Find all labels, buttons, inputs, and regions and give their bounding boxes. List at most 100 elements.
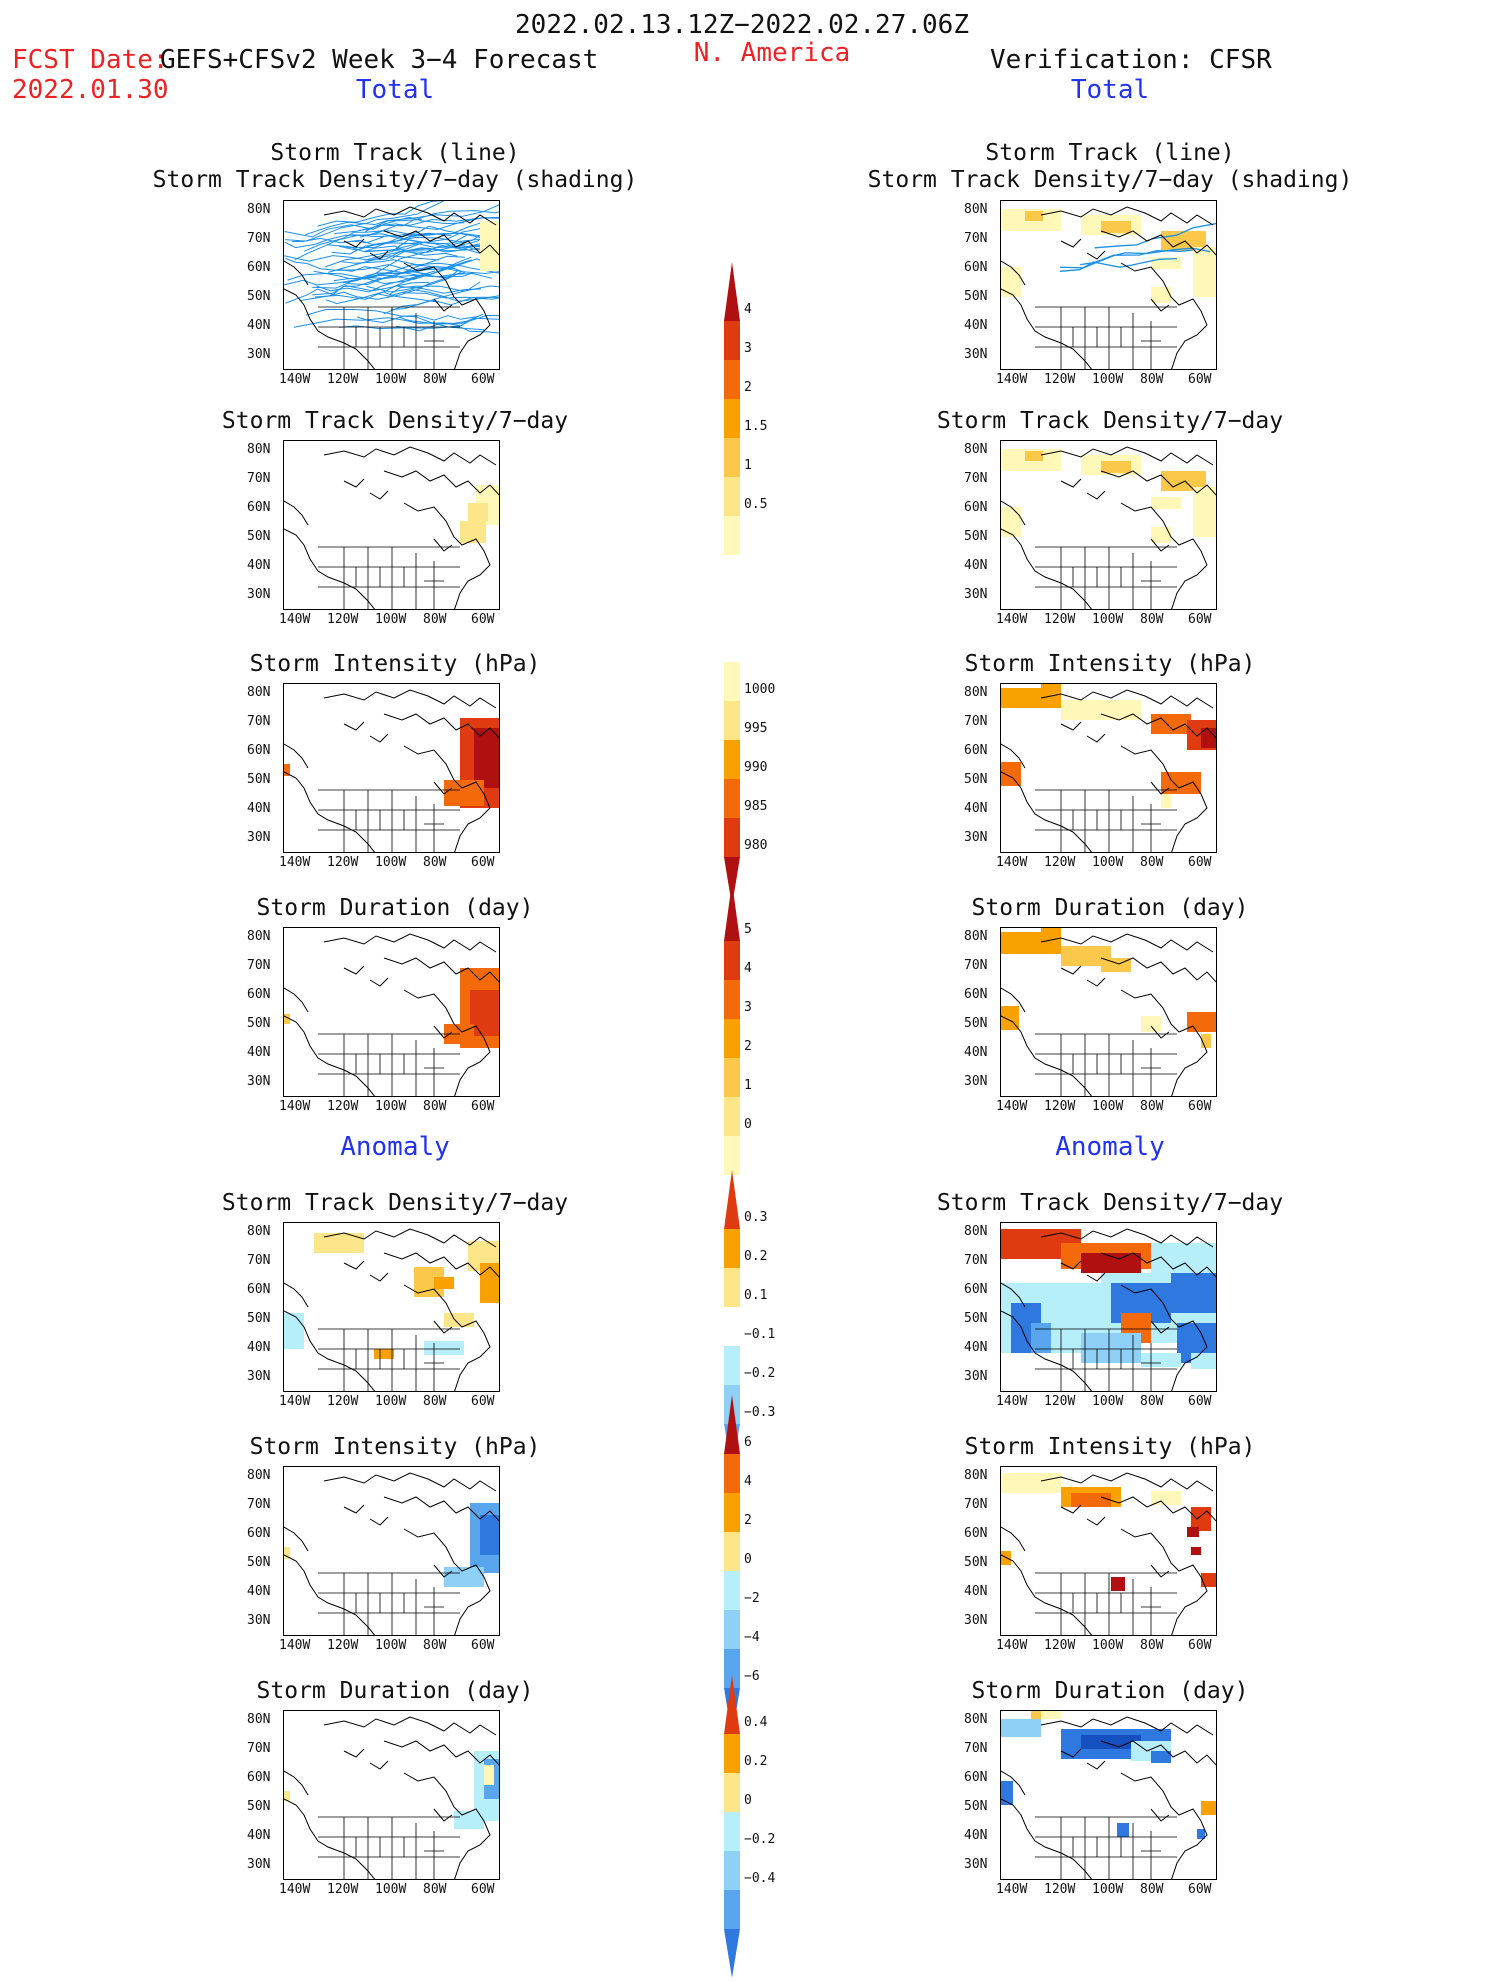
lon-tick-label: 120W (327, 1638, 359, 1653)
map-panel (283, 1222, 500, 1392)
storm-track-line (285, 201, 445, 242)
lon-tick-label: 100W (375, 1638, 407, 1653)
lat-tick-label: 80N (964, 1224, 988, 1239)
lat-tick-label: 40N (964, 318, 988, 333)
lon-tick-label: 120W (327, 1394, 359, 1409)
lon-tick-label: 60W (471, 1394, 495, 1409)
lon-tick-label: 140W (996, 612, 1028, 627)
colorbar-label: −0.4 (744, 1871, 776, 1886)
lat-tick-label: 30N (247, 1369, 271, 1384)
lat-tick-label: 40N (247, 1340, 271, 1355)
colorbar-label: 0.5 (744, 497, 768, 512)
lat-tick-label: 70N (247, 1253, 271, 1268)
map-panel (283, 1710, 500, 1880)
lon-tick-label: 80W (423, 1394, 447, 1409)
lat-tick-label: 80N (247, 442, 271, 457)
lon-tick-label: 140W (996, 1394, 1028, 1409)
lon-tick-label: 100W (375, 1882, 407, 1897)
lat-tick-label: 50N (247, 1311, 271, 1326)
lat-tick-label: 40N (964, 1828, 988, 1843)
storm-track-line (364, 210, 499, 232)
state-borders (1035, 1572, 1177, 1635)
lon-tick-label: 80W (1140, 855, 1164, 870)
lon-tick-label: 100W (375, 1394, 407, 1409)
lon-tick-label: 60W (1188, 1394, 1212, 1409)
colorbar-swatch (724, 1571, 740, 1610)
colorbar-swatch (724, 980, 740, 1019)
storm-track-line (399, 314, 499, 325)
storm-track-line (375, 239, 499, 274)
map-panel (283, 440, 500, 610)
lon-tick-label: 140W (279, 855, 311, 870)
lat-tick-label: 60N (964, 987, 988, 1002)
lat-tick-label: 30N (247, 1857, 271, 1872)
storm-track-line (284, 216, 465, 238)
colorbar-label: 3 (744, 1000, 752, 1015)
colorbar-swatch (724, 1851, 740, 1890)
panel-title: Storm Track (line) (985, 140, 1235, 166)
lon-tick-label: 60W (1188, 1882, 1212, 1897)
lat-tick-label: 70N (247, 958, 271, 973)
colorbar-swatch (724, 1812, 740, 1851)
lat-tick-label: 60N (247, 1282, 271, 1297)
colorbar-label: 0.4 (744, 1715, 768, 1730)
colorbar-swatch (724, 1346, 740, 1385)
colorbar-label: −0.1 (744, 1327, 776, 1342)
colorbar-label: 0 (744, 1793, 752, 1808)
lat-tick-label: 70N (964, 1741, 988, 1756)
storm-track-line (389, 285, 499, 295)
storm-track-line (284, 255, 439, 262)
colorbar-swatch (724, 1058, 740, 1097)
storm-track-line (402, 292, 499, 300)
lat-tick-label: 70N (247, 1741, 271, 1756)
lat-tick-label: 60N (247, 1770, 271, 1785)
colorbar-swatch (724, 1097, 740, 1136)
lat-tick-label: 80N (964, 202, 988, 217)
panel-title: Storm Intensity (hPa) (249, 651, 541, 677)
colorbar-swatch (724, 882, 740, 941)
colorbar-swatch (724, 321, 740, 360)
left-anomaly-label: Anomaly (340, 1132, 450, 1162)
storm-track-line (365, 243, 499, 252)
lat-tick-label: 80N (247, 1468, 271, 1483)
colorbar-label: 5 (744, 922, 752, 937)
lon-tick-label: 140W (996, 1638, 1028, 1653)
colorbar-swatch (724, 1229, 740, 1268)
lon-tick-label: 140W (279, 1882, 311, 1897)
storm-track-line (390, 296, 499, 311)
lon-tick-label: 100W (375, 372, 407, 387)
lat-tick-label: 30N (247, 1613, 271, 1628)
state-borders (318, 546, 460, 609)
lat-tick-label: 40N (964, 801, 988, 816)
lat-tick-label: 80N (247, 1224, 271, 1239)
storm-track-line (338, 325, 499, 334)
lon-tick-label: 80W (423, 372, 447, 387)
colorbar-swatch (724, 1675, 740, 1734)
lat-tick-label: 50N (247, 1555, 271, 1570)
colorbar-label: 980 (744, 838, 768, 853)
lon-tick-label: 120W (1044, 372, 1076, 387)
lon-tick-label: 60W (1188, 372, 1212, 387)
lat-tick-label: 30N (247, 830, 271, 845)
lat-tick-label: 60N (964, 1770, 988, 1785)
lat-tick-label: 30N (964, 1613, 988, 1628)
lat-tick-label: 30N (247, 1074, 271, 1089)
lon-tick-label: 120W (1044, 612, 1076, 627)
colorbar-label: 0.2 (744, 1754, 768, 1769)
colorbar-swatch (724, 477, 740, 516)
lon-tick-label: 120W (1044, 1638, 1076, 1653)
storm-track-line (287, 272, 421, 285)
lon-tick-label: 80W (423, 855, 447, 870)
map-panel (1000, 683, 1217, 853)
lat-tick-label: 40N (247, 318, 271, 333)
lon-tick-label: 100W (375, 1099, 407, 1114)
lon-tick-label: 80W (1140, 1394, 1164, 1409)
colorbar-label: −0.3 (744, 1405, 776, 1420)
colorbar-swatch (724, 1136, 740, 1175)
storm-track-line (285, 257, 459, 280)
colorbar-label: 1.5 (744, 419, 768, 434)
colorbar-swatch (724, 1734, 740, 1773)
map-panel (1000, 1222, 1217, 1392)
colorbar-swatch (724, 701, 740, 740)
lon-tick-label: 120W (1044, 1394, 1076, 1409)
